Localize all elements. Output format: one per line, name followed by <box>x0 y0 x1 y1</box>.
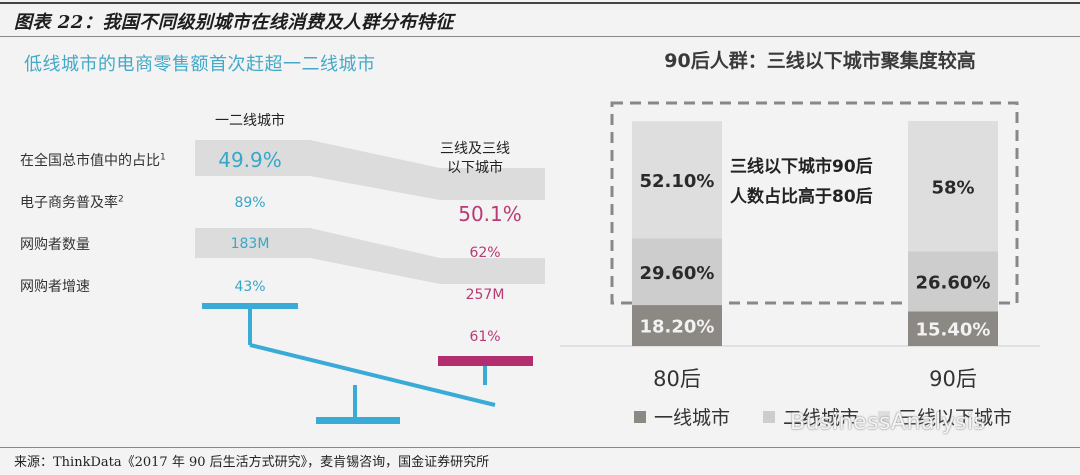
legend-swatch <box>634 410 646 423</box>
source-rule <box>0 447 1080 448</box>
col-header-tier3-line1: 三线及三线 <box>440 141 510 157</box>
tier3-ecommerce-penetration: 62% <box>469 245 501 261</box>
tier12-ecommerce-penetration: 89% <box>234 195 266 211</box>
legend-swatch <box>878 410 890 423</box>
annotation: 三线以下城市90后 人数占比高于80后 <box>730 152 900 212</box>
title-rule <box>0 36 1080 37</box>
legend-item-tier3: 三线以下城市 <box>878 403 1012 430</box>
top-rule <box>0 2 1080 4</box>
col-header-tier3: 三线及三线 以下城市 <box>415 140 535 178</box>
seesaw-beam <box>249 343 496 407</box>
legend-label: 二线城市 <box>783 407 860 429</box>
bar-90s-series-2 <box>908 251 998 312</box>
seesaw-base <box>316 417 400 424</box>
data-label-80s-series-1: 18.20% <box>640 317 715 338</box>
bar-90s-series-3 <box>908 121 998 252</box>
row-label-market-share: 在全国总市值中的占比1 <box>20 150 166 170</box>
bar-90s-series-1 <box>908 311 998 346</box>
tier12-market-share: 49.9% <box>218 148 282 172</box>
annotation-line2: 人数占比高于80后 <box>730 187 873 207</box>
row-label-text: 电子商务普及率 <box>20 195 118 211</box>
legend-label: 一线城市 <box>654 407 731 429</box>
legend-label: 三线以下城市 <box>898 407 1013 429</box>
bar-80s-series-1 <box>632 305 722 346</box>
tier3-netbuyer-count: 257M <box>465 287 505 303</box>
category-label-80s: 80后 <box>653 367 701 391</box>
data-label-80s-series-2: 29.60% <box>640 263 715 284</box>
seesaw-left-plate <box>202 303 298 309</box>
bar-80s-series-2 <box>632 238 722 306</box>
left-subtitle: 低线城市的电商零售额首次赶超一二线城市 <box>24 54 376 75</box>
legend-item-tier1: 一线城市 <box>634 403 730 430</box>
data-label-90s-series-1: 15.40% <box>916 320 991 341</box>
row-label-netbuyer-growth: 网购者增速 <box>20 279 90 295</box>
data-label-90s-series-2: 26.60% <box>916 272 991 293</box>
bar-80s-series-3 <box>632 121 722 239</box>
row-label-text: 在全国总市值中的占比 <box>20 153 160 169</box>
highlight-dashed-box <box>610 101 1019 305</box>
seesaw-right-plate <box>438 356 533 366</box>
tier12-netbuyer-count: 183M <box>230 236 270 252</box>
legend-item-tier2: 二线城市 <box>763 403 859 430</box>
right-title: 90后人群：三线以下城市聚集度较高 <box>664 50 976 72</box>
watermark: BusinessAnalysis <box>790 410 986 435</box>
figure-title: 图表 22：我国不同级别城市在线消费及人群分布特征 <box>14 12 454 33</box>
data-label-80s-series-3: 52.10% <box>640 171 715 192</box>
row-label-netbuyer-count: 网购者数量 <box>20 237 90 253</box>
tier3-market-share: 50.1% <box>458 202 522 226</box>
legend-swatch <box>763 410 775 423</box>
annotation-line1: 三线以下城市90后 <box>730 157 873 177</box>
tier12-netbuyer-growth: 43% <box>234 279 266 295</box>
band-market-share <box>195 140 545 200</box>
row-label-ecommerce-penetration: 电子商务普及率2 <box>20 192 124 212</box>
footnote-mark: 2 <box>118 194 124 205</box>
col-header-tier12: 一二线城市 <box>215 113 285 129</box>
data-label-90s-series-3: 58% <box>931 177 974 198</box>
source-note: 来源：ThinkData《2017 年 90 后生活方式研究》，麦肯锡咨询，国金… <box>14 455 490 470</box>
category-label-90s: 90后 <box>929 367 977 391</box>
band-netbuyer-count <box>195 228 545 284</box>
col-header-tier3-line2: 以下城市 <box>447 160 503 176</box>
footnote-mark: 1 <box>160 152 166 163</box>
tier3-netbuyer-growth: 61% <box>469 329 501 345</box>
